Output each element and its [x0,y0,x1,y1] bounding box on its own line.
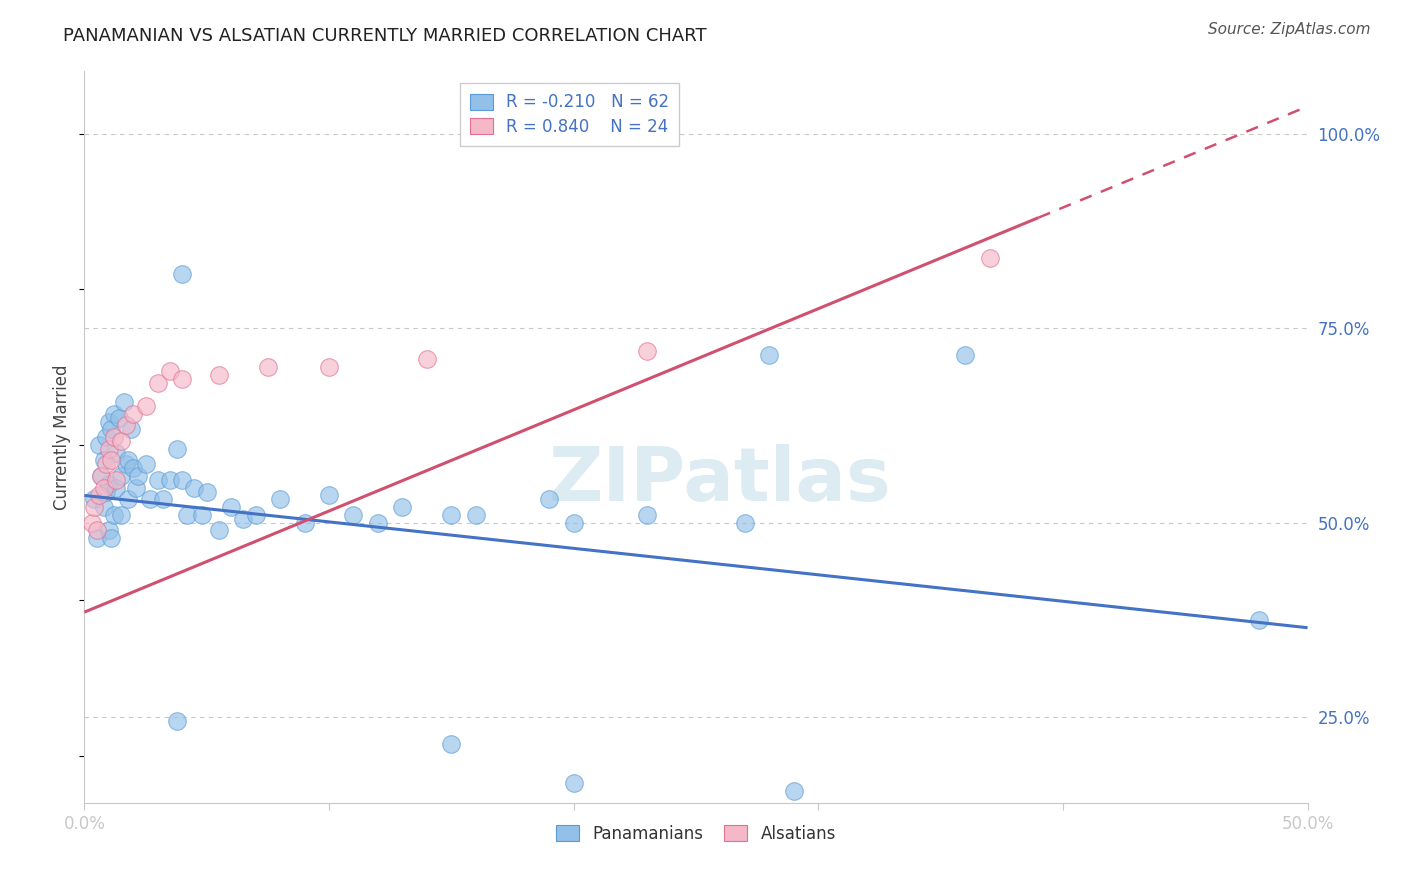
Point [208,368,231,382]
Point [562,776,585,790]
Point [96,458,118,472]
Point [96,484,118,499]
Point [110,469,132,483]
Point [117,492,139,507]
Point [87,438,110,452]
Point [172,267,194,281]
Point [90,469,112,483]
Point [636,344,658,359]
Point [232,512,254,526]
Point [103,407,125,421]
Point [758,348,780,362]
Point [159,473,181,487]
Point [464,508,486,522]
Text: Source: ZipAtlas.com: Source: ZipAtlas.com [1208,22,1371,37]
Point [294,516,316,530]
Point [107,410,129,425]
Point [112,395,135,409]
Point [105,445,128,459]
Point [166,714,188,728]
Point [245,508,267,522]
Point [80,516,103,530]
Point [97,415,120,429]
Point [183,481,205,495]
Point [93,453,115,467]
Text: ZIPatlas: ZIPatlas [550,444,891,517]
Point [96,430,118,444]
Point [122,407,145,421]
Point [318,359,340,374]
Point [103,508,125,522]
Point [195,484,218,499]
Point [105,473,128,487]
Point [120,422,142,436]
Point [127,469,149,483]
Point [159,364,181,378]
Point [83,500,105,515]
Point [115,458,138,472]
Point [87,488,110,502]
Point [146,473,169,487]
Point [208,524,231,538]
Point [86,531,108,545]
Point [90,469,112,483]
Point [440,738,463,752]
Point [172,372,194,386]
Point [342,508,364,522]
Point [110,508,132,522]
Point [139,492,162,507]
Point [125,481,148,495]
Point [152,492,174,507]
Point [135,399,157,413]
Point [93,500,115,515]
Point [176,508,198,522]
Point [172,473,194,487]
Point [953,348,976,362]
Point [257,359,280,374]
Point [416,352,439,367]
Point [166,442,188,456]
Point [115,418,138,433]
Point [93,481,115,495]
Point [391,500,413,515]
Point [110,434,132,448]
Point [1247,613,1270,627]
Text: PANAMANIAN VS ALSATIAN CURRENTLY MARRIED CORRELATION CHART: PANAMANIAN VS ALSATIAN CURRENTLY MARRIED… [63,27,707,45]
Point [636,508,658,522]
Point [100,531,122,545]
Point [97,524,120,538]
Point [538,492,561,507]
Point [979,251,1001,265]
Point [367,516,389,530]
Point [191,508,214,522]
Point [122,461,145,475]
Point [97,476,120,491]
Point [86,524,108,538]
Point [100,422,122,436]
Point [318,488,340,502]
Point [100,453,122,467]
Y-axis label: Currently Married: Currently Married [53,364,72,510]
Point [562,516,585,530]
Point [97,442,120,456]
Point [440,508,463,522]
Point [146,376,169,390]
Point [783,784,806,798]
Point [734,516,756,530]
Point [269,492,291,507]
Point [83,492,105,507]
Point [135,458,157,472]
Point [219,500,242,515]
Point [117,453,139,467]
Legend: Panamanians, Alsatians: Panamanians, Alsatians [550,818,842,849]
Point [103,430,125,444]
Point [105,481,128,495]
